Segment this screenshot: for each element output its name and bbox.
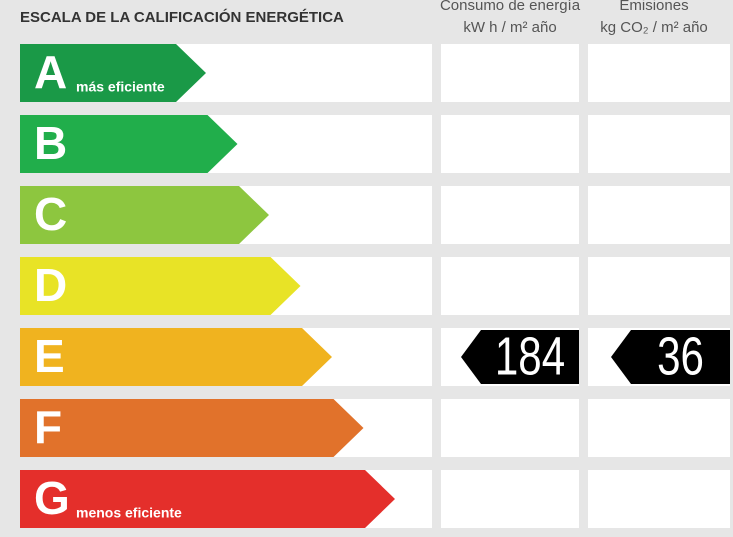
rating-letter: C <box>34 188 67 240</box>
rating-arrow <box>20 257 301 315</box>
rating-arrow <box>20 186 269 244</box>
title: ESCALA DE LA CALIFICACIÓN ENERGÉTICA <box>20 8 344 26</box>
rating-arrow <box>20 470 395 528</box>
emisiones-cell <box>588 399 730 457</box>
emisiones-cell <box>588 115 730 173</box>
rating-letter: D <box>34 259 67 311</box>
column-unit: kg CO₂ / m² año <box>600 19 708 36</box>
column-header: Emisiones <box>619 0 688 14</box>
emisiones-cell <box>588 470 730 528</box>
rating-letter: G <box>34 472 70 524</box>
rating-label: más eficiente <box>76 79 165 95</box>
consumo-cell <box>441 186 579 244</box>
rating-arrow <box>20 328 332 386</box>
rating-letter: A <box>34 46 67 98</box>
consumo-value: 184 <box>495 326 565 386</box>
column-unit: kW h / m² año <box>463 19 556 36</box>
consumo-cell <box>441 257 579 315</box>
rating-label: menos eficiente <box>76 505 182 521</box>
rating-arrow <box>20 115 238 173</box>
consumo-badge <box>461 330 579 384</box>
emisiones-cell <box>588 44 730 102</box>
rating-letter: E <box>34 330 65 382</box>
emisiones-cell <box>588 186 730 244</box>
emisiones-cell <box>588 257 730 315</box>
consumo-cell <box>441 44 579 102</box>
consumo-cell <box>441 399 579 457</box>
column-header: Consumo de energía <box>440 0 581 14</box>
rating-arrow <box>20 44 206 102</box>
rating-arrow <box>20 399 364 457</box>
rating-letter: B <box>34 117 67 169</box>
emisiones-value: 36 <box>657 326 704 386</box>
rating-letter: F <box>34 401 62 453</box>
consumo-cell <box>441 115 579 173</box>
consumo-cell <box>441 470 579 528</box>
emisiones-badge <box>611 330 730 384</box>
